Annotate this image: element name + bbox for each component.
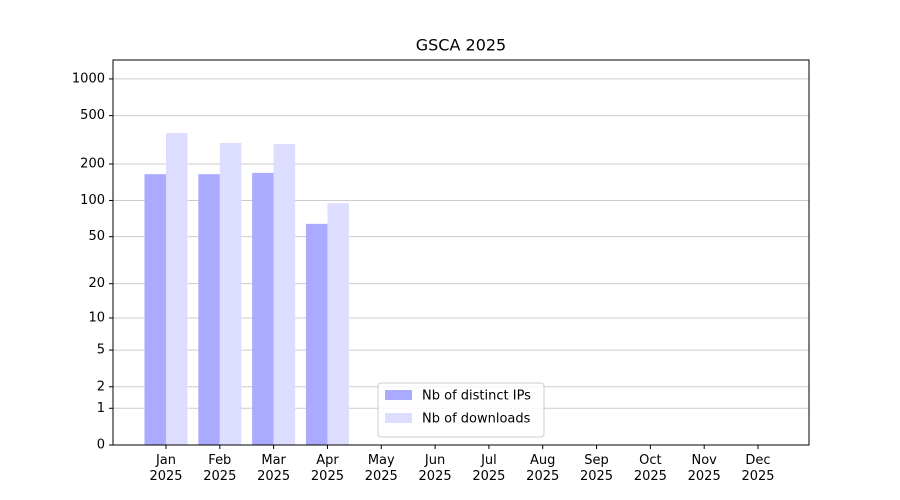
y-tick-label: 1000 [72, 71, 105, 86]
y-tick-label: 0 [97, 438, 105, 453]
x-tick-label: Feb 2025 [203, 453, 237, 484]
bar [273, 144, 296, 446]
y-tick-label: 20 [88, 276, 105, 291]
axes-frame [112, 59, 810, 446]
y-tick-label: 500 [80, 108, 105, 123]
x-tick-label: Jun 2025 [418, 453, 452, 484]
bar [198, 174, 220, 445]
legend: Nb of distinct IPs Nb of downloads [377, 382, 545, 438]
x-tick-label: Jul 2025 [472, 453, 506, 484]
bar [219, 142, 242, 445]
bar [144, 174, 166, 445]
x-tick-label: Oct 2025 [633, 453, 667, 484]
x-tick-label: Jan 2025 [149, 453, 183, 484]
y-tick-label: 200 [80, 157, 105, 172]
chart-title: GSCA 2025 [416, 36, 506, 55]
x-tick-label: Mar 2025 [257, 453, 291, 484]
bar [327, 203, 349, 445]
x-tick-label: Dec 2025 [741, 453, 775, 484]
y-tick-label: 10 [88, 310, 105, 325]
legend-label: Nb of downloads [422, 412, 531, 427]
y-tick-label: 2 [97, 379, 105, 394]
legend-swatch [385, 413, 412, 423]
x-tick-label: Sep 2025 [579, 453, 614, 484]
y-tick-label: 100 [80, 193, 105, 208]
x-tick-label: Aug 2025 [526, 453, 560, 484]
bar [166, 132, 188, 445]
y-tick-label: 50 [88, 229, 105, 244]
x-tick-label: Nov 2025 [687, 453, 721, 484]
y-tick-label: 1 [97, 401, 105, 416]
x-tick-label: Apr 2025 [310, 453, 344, 484]
legend-label: Nb of distinct IPs [422, 389, 531, 404]
x-tick-label: May 2025 [364, 453, 398, 484]
bar [305, 223, 328, 445]
legend-swatch [385, 390, 412, 400]
legend-box [377, 382, 545, 438]
y-tick-label: 5 [97, 343, 105, 358]
bar [252, 172, 274, 445]
